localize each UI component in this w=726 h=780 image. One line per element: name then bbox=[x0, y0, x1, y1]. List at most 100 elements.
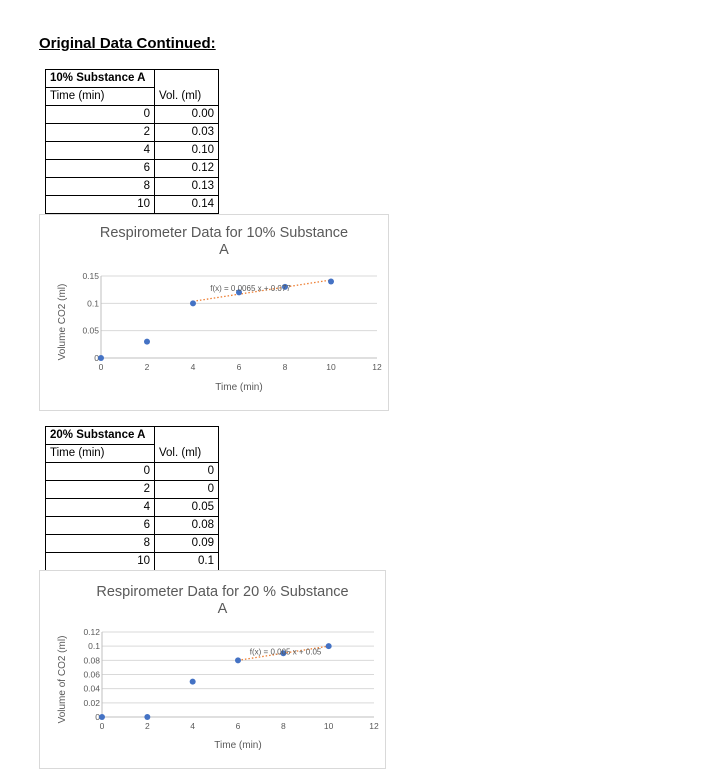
x-tick-label: 6 bbox=[236, 721, 241, 731]
y-tick-label: 0.08 bbox=[83, 655, 100, 665]
y-axis-title: Volume of CO2 (ml) bbox=[57, 636, 68, 724]
time-cell: 10 bbox=[45, 552, 155, 571]
volume-cell: 0.00 bbox=[154, 105, 219, 124]
x-axis-title: Time (min) bbox=[214, 740, 261, 751]
y-tick-label: 0.1 bbox=[88, 641, 100, 651]
y-tick-label: 0 bbox=[95, 712, 100, 722]
time-cell: 10 bbox=[45, 195, 155, 214]
volume-column-header: Vol. (ml) bbox=[154, 87, 219, 106]
y-tick-label: 0.02 bbox=[83, 698, 100, 708]
x-tick-label: 0 bbox=[99, 362, 104, 372]
data-point bbox=[189, 678, 196, 685]
y-tick-label: 0 bbox=[94, 353, 99, 363]
volume-cell: 0 bbox=[154, 462, 219, 481]
data-point bbox=[190, 300, 196, 307]
table-row: 8 0.13 bbox=[45, 177, 219, 196]
table-title: 20% Substance A bbox=[45, 426, 155, 445]
y-tick-label: 0.06 bbox=[83, 670, 100, 680]
table-title: 10% Substance A bbox=[45, 69, 155, 88]
table-header-row: Time (min) Vol. (ml) bbox=[45, 87, 219, 106]
time-cell: 8 bbox=[45, 177, 155, 196]
x-axis-title: Time (min) bbox=[215, 382, 262, 393]
table-row: 6 0.12 bbox=[45, 159, 219, 178]
table-title-row: 10% Substance A bbox=[45, 69, 219, 88]
x-tick-label: 6 bbox=[237, 362, 242, 372]
volume-cell: 0.09 bbox=[154, 534, 219, 553]
table-header-row: Time (min) Vol. (ml) bbox=[45, 444, 219, 463]
table-row: 2 0.03 bbox=[45, 123, 219, 142]
y-tick-label: 0.05 bbox=[82, 326, 99, 336]
time-cell: 8 bbox=[45, 534, 155, 553]
trendline-equation: f(x) = 0.005 x + 0.05 bbox=[250, 648, 322, 657]
time-cell: 2 bbox=[45, 480, 155, 499]
data-point bbox=[280, 650, 287, 657]
table-title-blank-cell bbox=[154, 69, 219, 88]
table-title-blank-cell bbox=[154, 426, 219, 445]
table-row: 10 0.1 bbox=[45, 552, 219, 571]
data-point bbox=[236, 289, 242, 296]
volume-column-header: Vol. (ml) bbox=[154, 444, 219, 463]
data-point bbox=[99, 714, 105, 720]
time-column-header: Time (min) bbox=[45, 444, 155, 463]
volume-cell: 0.13 bbox=[154, 177, 219, 196]
time-cell: 0 bbox=[45, 105, 155, 124]
x-tick-label: 0 bbox=[100, 721, 105, 731]
chart-10-percent: Respirometer Data for 10% Substance A 0 0.… bbox=[39, 214, 389, 411]
time-cell: 6 bbox=[45, 159, 155, 178]
time-cell: 2 bbox=[45, 123, 155, 142]
table-row: 0 0.00 bbox=[45, 105, 219, 124]
time-cell: 4 bbox=[45, 498, 155, 517]
y-tick-label: 0.15 bbox=[82, 271, 99, 281]
volume-cell: 0.03 bbox=[154, 123, 219, 142]
x-tick-label: 4 bbox=[190, 721, 195, 731]
y-tick-label: 0.12 bbox=[83, 627, 100, 637]
volume-cell: 0.1 bbox=[154, 552, 219, 571]
chart-title-line: A bbox=[218, 601, 228, 617]
x-tick-label: 2 bbox=[145, 721, 150, 731]
x-tick-label: 10 bbox=[326, 362, 336, 372]
data-point bbox=[282, 283, 288, 290]
data-point bbox=[325, 643, 332, 650]
table-row: 8 0.09 bbox=[45, 534, 219, 553]
table-row: 4 0.10 bbox=[45, 141, 219, 160]
y-tick-label: 0.1 bbox=[87, 298, 99, 308]
chart-title-line: A bbox=[219, 242, 229, 258]
trendline bbox=[192, 279, 332, 302]
volume-cell: 0.08 bbox=[154, 516, 219, 535]
volume-cell: 0.14 bbox=[154, 195, 219, 214]
data-point bbox=[98, 355, 104, 361]
time-column-header: Time (min) bbox=[45, 87, 155, 106]
volume-cell: 0.10 bbox=[154, 141, 219, 160]
x-tick-label: 8 bbox=[283, 362, 288, 372]
x-tick-label: 12 bbox=[369, 721, 379, 731]
table-title-row: 20% Substance A bbox=[45, 426, 219, 445]
chart-title-line: Respirometer Data for 10% Substance bbox=[100, 225, 348, 241]
x-tick-label: 4 bbox=[191, 362, 196, 372]
table-row: 10 0.14 bbox=[45, 195, 219, 214]
time-cell: 0 bbox=[45, 462, 155, 481]
data-point bbox=[235, 657, 241, 664]
page-heading: Original Data Continued: bbox=[39, 35, 216, 52]
x-tick-label: 2 bbox=[145, 362, 150, 372]
data-point bbox=[144, 338, 150, 345]
table-row: 6 0.08 bbox=[45, 516, 219, 535]
trendline-equation: f(x) = 0.0065 x + 0.077 bbox=[210, 284, 291, 293]
x-tick-label: 8 bbox=[281, 721, 286, 731]
table-row: 4 0.05 bbox=[45, 498, 219, 517]
y-axis-title: Volume CO2 (ml) bbox=[57, 284, 68, 361]
volume-cell: 0 bbox=[154, 480, 219, 499]
x-tick-label: 12 bbox=[372, 362, 382, 372]
chart-title-line: Respirometer Data for 20 % Substance bbox=[96, 584, 348, 600]
x-tick-label: 10 bbox=[324, 721, 334, 731]
data-table-10-percent: 10% Substance A Time (min) Vol. (ml) 0 0.… bbox=[45, 69, 219, 214]
time-cell: 4 bbox=[45, 141, 155, 160]
volume-cell: 0.12 bbox=[154, 159, 219, 178]
volume-cell: 0.05 bbox=[154, 498, 219, 517]
y-tick-label: 0.04 bbox=[83, 684, 100, 694]
data-point bbox=[328, 278, 334, 285]
time-cell: 6 bbox=[45, 516, 155, 535]
